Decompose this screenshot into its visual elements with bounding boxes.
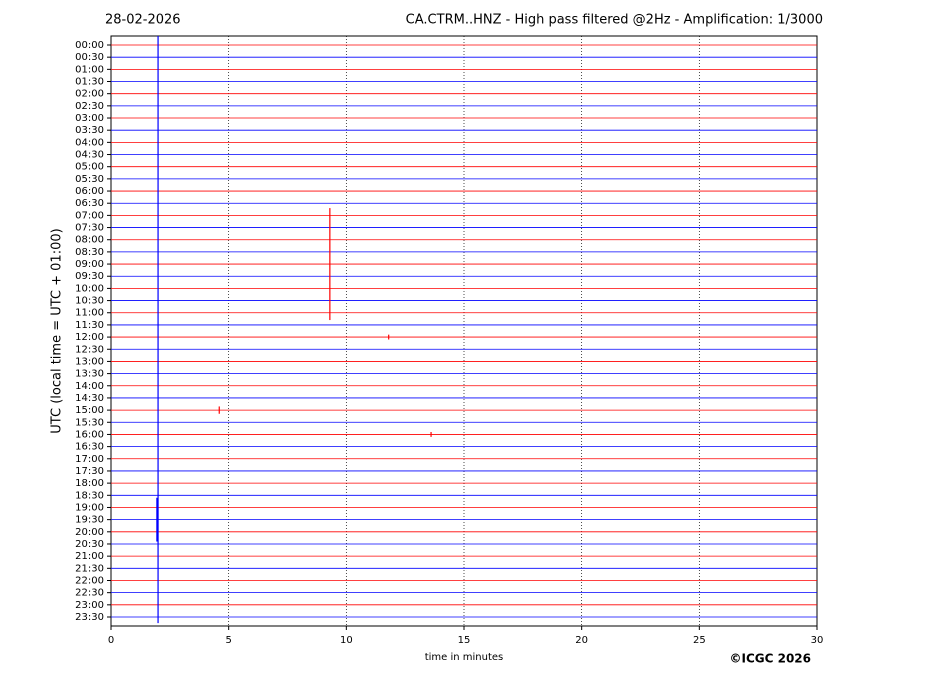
y-tick-label: 05:00 xyxy=(75,162,104,173)
y-tick-label: 21:30 xyxy=(75,563,104,574)
y-tick-label: 20:00 xyxy=(75,527,104,538)
x-tick-label: 15 xyxy=(458,635,471,646)
y-tick-label: 14:00 xyxy=(75,381,104,392)
date: 28-02-2026 xyxy=(105,13,181,28)
x-tick-label: 25 xyxy=(693,635,706,646)
y-tick-label: 19:00 xyxy=(75,502,104,513)
x-tick-label: 0 xyxy=(108,635,114,646)
x-axis-label: time in minutes xyxy=(425,652,504,663)
y-tick-label: 19:30 xyxy=(75,515,104,526)
y-tick-label: 20:30 xyxy=(75,539,104,550)
y-tick-label: 16:00 xyxy=(75,429,104,440)
y-tick-label: 04:30 xyxy=(75,150,104,161)
y-tick-label: 16:30 xyxy=(75,442,104,453)
y-tick-label: 17:30 xyxy=(75,466,104,477)
y-tick-label: 23:30 xyxy=(75,612,104,623)
y-tick-label: 14:30 xyxy=(75,393,104,404)
y-tick-label: 17:00 xyxy=(75,454,104,465)
y-tick-label: 01:00 xyxy=(75,64,104,75)
y-tick-label: 13:30 xyxy=(75,369,104,380)
y-tick-label: 07:30 xyxy=(75,223,104,234)
y-tick-label: 00:30 xyxy=(75,52,104,63)
y-tick-label: 11:30 xyxy=(75,320,104,331)
y-tick-label: 22:30 xyxy=(75,588,104,599)
y-tick-label: 06:00 xyxy=(75,186,104,197)
y-tick-label: 12:00 xyxy=(75,332,104,343)
y-axis-label: UTC (local time = UTC + 01:00) xyxy=(50,228,65,433)
y-tick-label: 22:00 xyxy=(75,575,104,586)
y-tick-label: 11:00 xyxy=(75,308,104,319)
y-tick-label: 18:30 xyxy=(75,490,104,501)
copyright: ©ICGC 2026 xyxy=(729,652,811,666)
y-tick-label: 04:00 xyxy=(75,137,104,148)
y-tick-label: 08:00 xyxy=(75,235,104,246)
y-tick-label: 03:30 xyxy=(75,125,104,136)
x-tick-label: 30 xyxy=(811,635,824,646)
y-tick-label: 18:00 xyxy=(75,478,104,489)
y-tick-label: 09:00 xyxy=(75,259,104,270)
chart-title: CA.CTRM..HNZ - High pass filtered @2Hz -… xyxy=(406,13,823,28)
y-tick-label: 23:00 xyxy=(75,600,104,611)
y-tick-label: 06:30 xyxy=(75,198,104,209)
y-tick-label: 10:00 xyxy=(75,283,104,294)
y-tick-label: 07:00 xyxy=(75,210,104,221)
y-tick-label: 21:00 xyxy=(75,551,104,562)
y-tick-label: 02:30 xyxy=(75,101,104,112)
x-tick-label: 20 xyxy=(575,635,588,646)
y-tick-label: 02:00 xyxy=(75,89,104,100)
y-tick-label: 15:30 xyxy=(75,417,104,428)
y-tick-label: 13:00 xyxy=(75,356,104,367)
y-tick-label: 03:00 xyxy=(75,113,104,124)
y-tick-label: 10:30 xyxy=(75,296,104,307)
y-tick-label: 00:00 xyxy=(75,40,104,51)
y-tick-label: 08:30 xyxy=(75,247,104,258)
x-tick-label: 5 xyxy=(225,635,231,646)
y-tick-label: 01:30 xyxy=(75,77,104,88)
x-tick-label: 10 xyxy=(340,635,353,646)
y-tick-label: 09:30 xyxy=(75,271,104,282)
y-tick-label: 05:30 xyxy=(75,174,104,185)
y-tick-label: 12:30 xyxy=(75,344,104,355)
y-tick-label: 15:00 xyxy=(75,405,104,416)
